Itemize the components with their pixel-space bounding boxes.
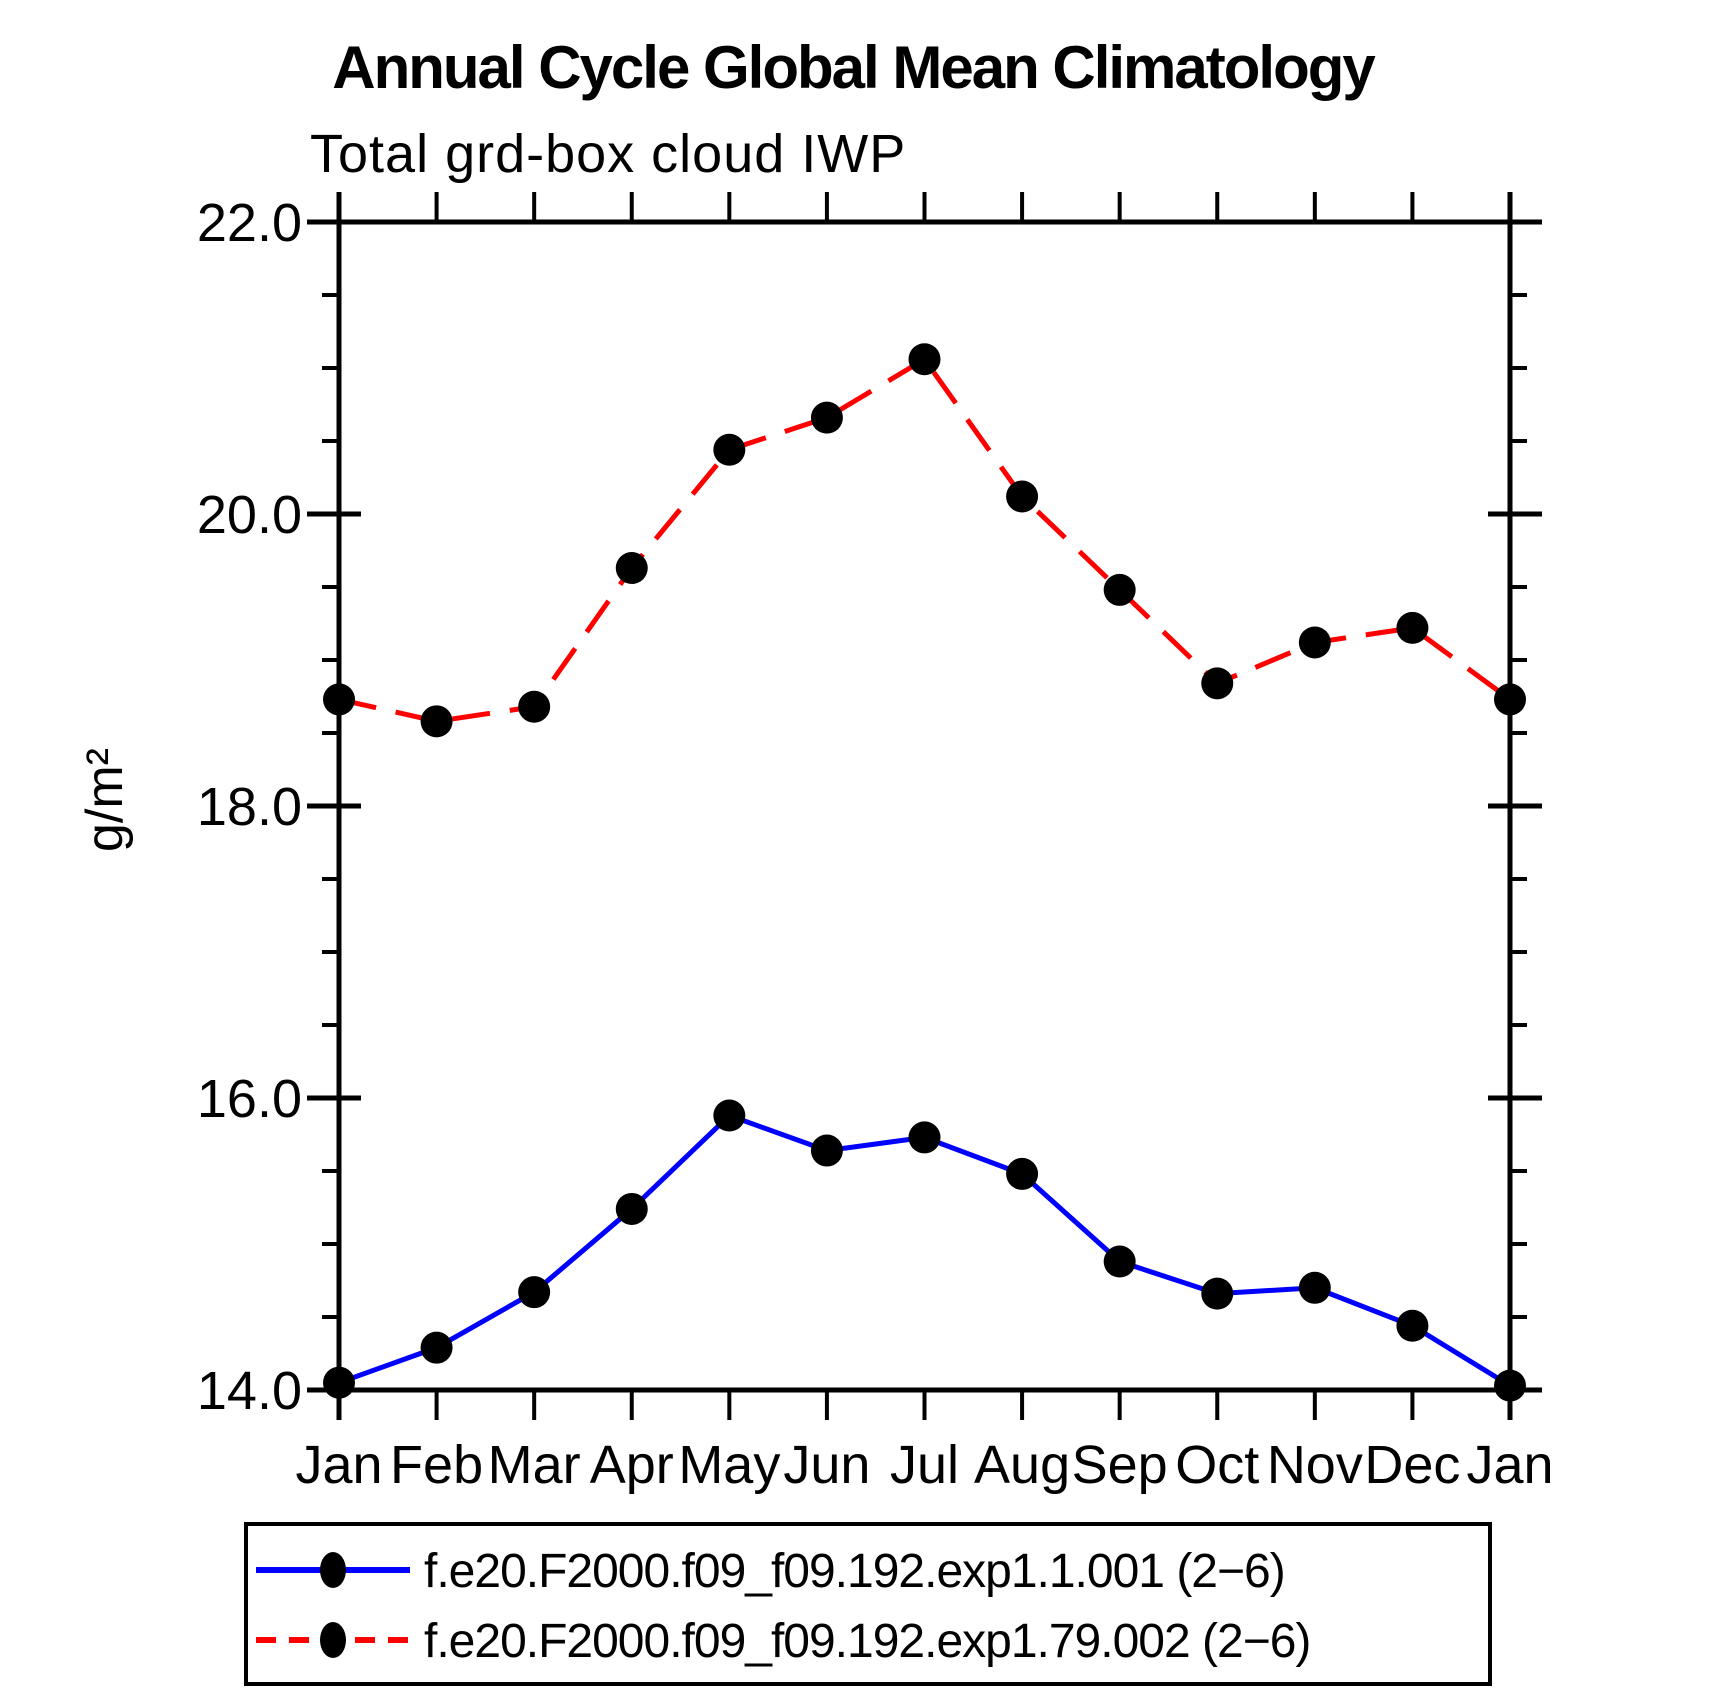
series-line-solid xyxy=(338,1112,1512,1388)
x-tick-label: Jul xyxy=(890,1435,959,1495)
data-point-marker xyxy=(1494,683,1526,716)
x-tick-label: Jan xyxy=(1466,1435,1553,1495)
data-point-marker xyxy=(615,552,648,585)
legend-marker-dot-icon xyxy=(320,1622,346,1658)
y-tick-label: 22.0 xyxy=(197,193,302,253)
data-point-marker xyxy=(908,1121,941,1154)
series-layer xyxy=(323,343,1526,1402)
legend-border xyxy=(244,1522,1492,1686)
chart-subtitle: Total grd-box cloud IWP xyxy=(310,124,906,184)
axes-layer: Jan Feb Mar Apr May Jun Jul Aug Sep Oct Nov Dec Jan1… xyxy=(197,192,1554,1495)
x-tick-label: Jan xyxy=(295,1435,382,1495)
legend-box: f.e20.F2000.f09_f09.192.exp1.1.001 (2−6)… xyxy=(244,1522,1492,1686)
y-axis-title: g/m² xyxy=(76,748,134,852)
x-tick-label: Aug xyxy=(974,1435,1070,1495)
data-point-marker xyxy=(908,343,941,376)
data-point-marker xyxy=(713,433,746,466)
legend-marker-dot-icon xyxy=(320,1552,346,1588)
data-point-marker xyxy=(1006,480,1039,513)
legend-label-exp1-79-002: f.e20.F2000.f09_f09.192.exp1.79.002 (2−6… xyxy=(424,1615,1310,1668)
data-point-marker xyxy=(1298,626,1331,659)
x-tick-label: Jun xyxy=(783,1435,870,1495)
y-tick-label: 14.0 xyxy=(197,1361,302,1421)
legend-entry-exp1-79-002: f.e20.F2000.f09_f09.192.exp1.79.002 (2−6… xyxy=(256,1615,1311,1668)
x-tick-label: Nov xyxy=(1267,1435,1363,1495)
data-point-marker xyxy=(615,1192,648,1225)
data-point-marker xyxy=(323,1366,355,1399)
data-point-marker xyxy=(420,1331,453,1364)
x-tick-label: Mar xyxy=(488,1435,581,1495)
data-point-marker xyxy=(518,690,551,723)
data-point-marker xyxy=(1201,667,1234,700)
data-point-marker xyxy=(713,1099,746,1132)
chart-title: Annual Cycle Global Mean Climatology xyxy=(332,34,1376,101)
y-tick-label: 20.0 xyxy=(197,485,302,545)
x-tick-label: Oct xyxy=(1175,1435,1259,1495)
y-tick-label: 18.0 xyxy=(197,777,302,837)
legend-label-exp1-1-001: f.e20.F2000.f09_f09.192.exp1.1.001 (2−6) xyxy=(424,1545,1285,1598)
series-1 xyxy=(323,343,1526,738)
data-point-marker xyxy=(1103,573,1136,606)
x-tick-label: Dec xyxy=(1364,1435,1460,1495)
y-tick-label: 16.0 xyxy=(197,1069,302,1129)
data-point-marker xyxy=(1494,1369,1526,1402)
data-point-marker xyxy=(1103,1245,1136,1278)
x-tick-label: Apr xyxy=(590,1435,674,1495)
data-point-marker xyxy=(1396,1309,1429,1342)
x-tick-label: Sep xyxy=(1072,1435,1168,1495)
data-point-marker xyxy=(323,683,355,716)
data-point-marker xyxy=(1298,1271,1331,1304)
series-0 xyxy=(323,1099,1526,1402)
x-tick-label: May xyxy=(678,1435,780,1495)
data-point-marker xyxy=(1201,1277,1234,1310)
data-point-marker xyxy=(1396,611,1429,644)
data-point-marker xyxy=(810,401,843,434)
data-point-marker xyxy=(420,705,453,738)
legend-entry-exp1-1-001: f.e20.F2000.f09_f09.192.exp1.1.001 (2−6) xyxy=(256,1545,1286,1598)
x-tick-label: Feb xyxy=(390,1435,483,1495)
data-point-marker xyxy=(518,1276,551,1309)
data-point-marker xyxy=(1006,1157,1039,1190)
series-line-dashed xyxy=(338,355,1512,724)
data-point-marker xyxy=(810,1134,843,1167)
